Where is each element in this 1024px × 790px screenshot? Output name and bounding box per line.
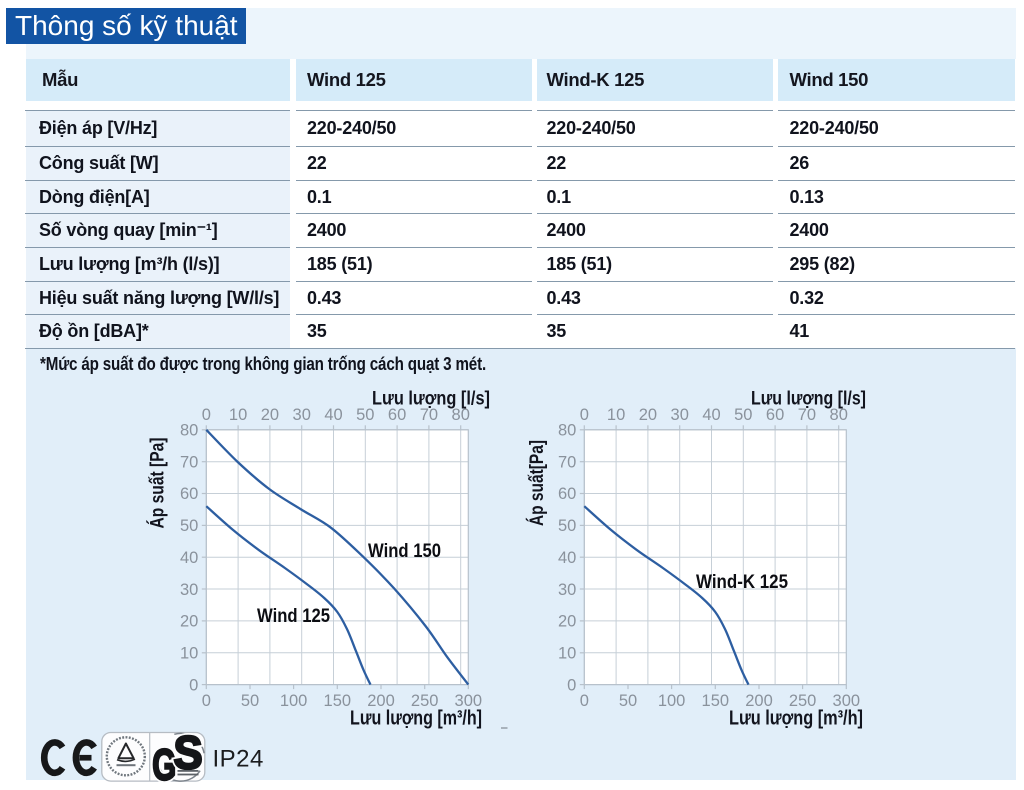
svg-text:80: 80 xyxy=(452,406,470,424)
svg-text:50: 50 xyxy=(734,406,752,424)
svg-text:Áp suất[Pa]: Áp suất[Pa] xyxy=(526,440,548,526)
svg-text:10: 10 xyxy=(607,406,625,424)
svg-text:Lưu lượng [m³/h]: Lưu lượng [m³/h] xyxy=(729,708,863,730)
svg-text:50: 50 xyxy=(241,692,259,710)
svg-text:0: 0 xyxy=(202,406,211,424)
svg-text:G: G xyxy=(152,741,176,790)
svg-text:40: 40 xyxy=(324,406,342,424)
svg-text:250: 250 xyxy=(789,692,817,710)
svg-text:20: 20 xyxy=(261,406,279,424)
svg-text:70: 70 xyxy=(180,453,198,471)
svg-text:0: 0 xyxy=(567,676,576,694)
svg-text:10: 10 xyxy=(180,645,198,663)
svg-text:100: 100 xyxy=(658,692,686,710)
svg-text:100: 100 xyxy=(280,692,308,710)
svg-text:80: 80 xyxy=(180,422,198,440)
svg-text:300: 300 xyxy=(455,692,483,710)
svg-text:70: 70 xyxy=(798,406,816,424)
svg-text:S: S xyxy=(174,726,203,778)
svg-text:Lưu lượng [l/s]: Lưu lượng [l/s] xyxy=(372,389,490,410)
svg-text:IP24: IP24 xyxy=(213,746,264,773)
svg-text:80: 80 xyxy=(558,422,576,440)
svg-text:Wind 150: Wind 150 xyxy=(368,541,441,562)
svg-text:Wind 125: Wind 125 xyxy=(257,606,330,627)
svg-text:250: 250 xyxy=(411,692,439,710)
svg-text:0: 0 xyxy=(189,676,198,694)
svg-text:Lưu lượng [l/s]: Lưu lượng [l/s] xyxy=(751,389,866,410)
svg-text:30: 30 xyxy=(180,581,198,599)
svg-text:10: 10 xyxy=(229,406,247,424)
svg-text:0: 0 xyxy=(580,406,589,424)
svg-text:60: 60 xyxy=(558,485,576,503)
svg-text:20: 20 xyxy=(558,613,576,631)
svg-text:Áp suất [Pa]: Áp suất [Pa] xyxy=(147,438,169,529)
svg-text:70: 70 xyxy=(420,406,438,424)
svg-text:60: 60 xyxy=(388,406,406,424)
svg-text:150: 150 xyxy=(324,692,352,710)
svg-text:40: 40 xyxy=(702,406,720,424)
svg-text:50: 50 xyxy=(180,517,198,535)
svg-text:60: 60 xyxy=(766,406,784,424)
svg-text:0: 0 xyxy=(202,692,211,710)
svg-text:50: 50 xyxy=(356,406,374,424)
svg-text:Lưu lượng [m³/h]: Lưu lượng [m³/h] xyxy=(350,708,482,730)
svg-text:10: 10 xyxy=(558,645,576,663)
svg-text:Wind-K 125: Wind-K 125 xyxy=(696,572,788,593)
svg-text:50: 50 xyxy=(619,692,637,710)
svg-text:50: 50 xyxy=(558,517,576,535)
svg-text:70: 70 xyxy=(558,453,576,471)
svg-text:40: 40 xyxy=(558,549,576,567)
svg-text:80: 80 xyxy=(830,406,848,424)
svg-text:300: 300 xyxy=(833,692,861,710)
svg-text:30: 30 xyxy=(671,406,689,424)
svg-text:G: G xyxy=(152,741,176,790)
svg-text:30: 30 xyxy=(558,581,576,599)
svg-text:30: 30 xyxy=(293,406,311,424)
svg-text:40: 40 xyxy=(180,549,198,567)
svg-text:20: 20 xyxy=(639,406,657,424)
svg-text:0: 0 xyxy=(580,692,589,710)
svg-text:60: 60 xyxy=(180,485,198,503)
svg-text:200: 200 xyxy=(745,692,773,710)
svg-text:20: 20 xyxy=(180,613,198,631)
svg-text:200: 200 xyxy=(367,692,395,710)
svg-text:150: 150 xyxy=(702,692,730,710)
